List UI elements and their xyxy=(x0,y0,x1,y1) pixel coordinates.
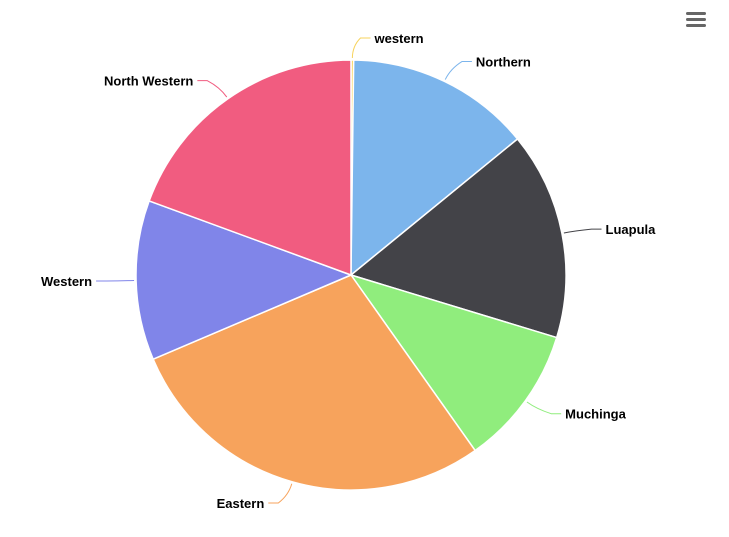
pie-slice-northern-1[interactable] xyxy=(350,59,519,276)
connector-northern-1 xyxy=(444,61,472,80)
slice-label-luapula-2: Luapula xyxy=(606,222,657,237)
connector-western-0 xyxy=(351,37,371,59)
slice-label-muchinga-3: Muchinga xyxy=(565,407,626,422)
chart-menu-button[interactable] xyxy=(680,6,712,32)
pie-slice-eastern-4[interactable] xyxy=(152,274,476,491)
connector-muchinga-3 xyxy=(526,401,562,415)
slice-label-western-0: western xyxy=(373,31,423,46)
slice-label-western-5: Western xyxy=(41,274,92,289)
connector-western-5 xyxy=(96,279,135,282)
connector-luapula-2 xyxy=(563,228,602,234)
connector-north-western-6 xyxy=(197,80,228,98)
pie-slice-muchinga-3[interactable] xyxy=(350,274,558,452)
pie-slice-north-western-6[interactable] xyxy=(148,59,352,276)
slice-label-eastern-4: Eastern xyxy=(217,496,265,511)
slice-label-north-western-6: North Western xyxy=(104,74,193,89)
connector-eastern-4 xyxy=(268,483,293,504)
pie-slice-luapula-2[interactable] xyxy=(350,138,567,339)
slice-label-northern-1: Northern xyxy=(476,55,531,70)
pie-slice-western-5[interactable] xyxy=(135,200,352,360)
